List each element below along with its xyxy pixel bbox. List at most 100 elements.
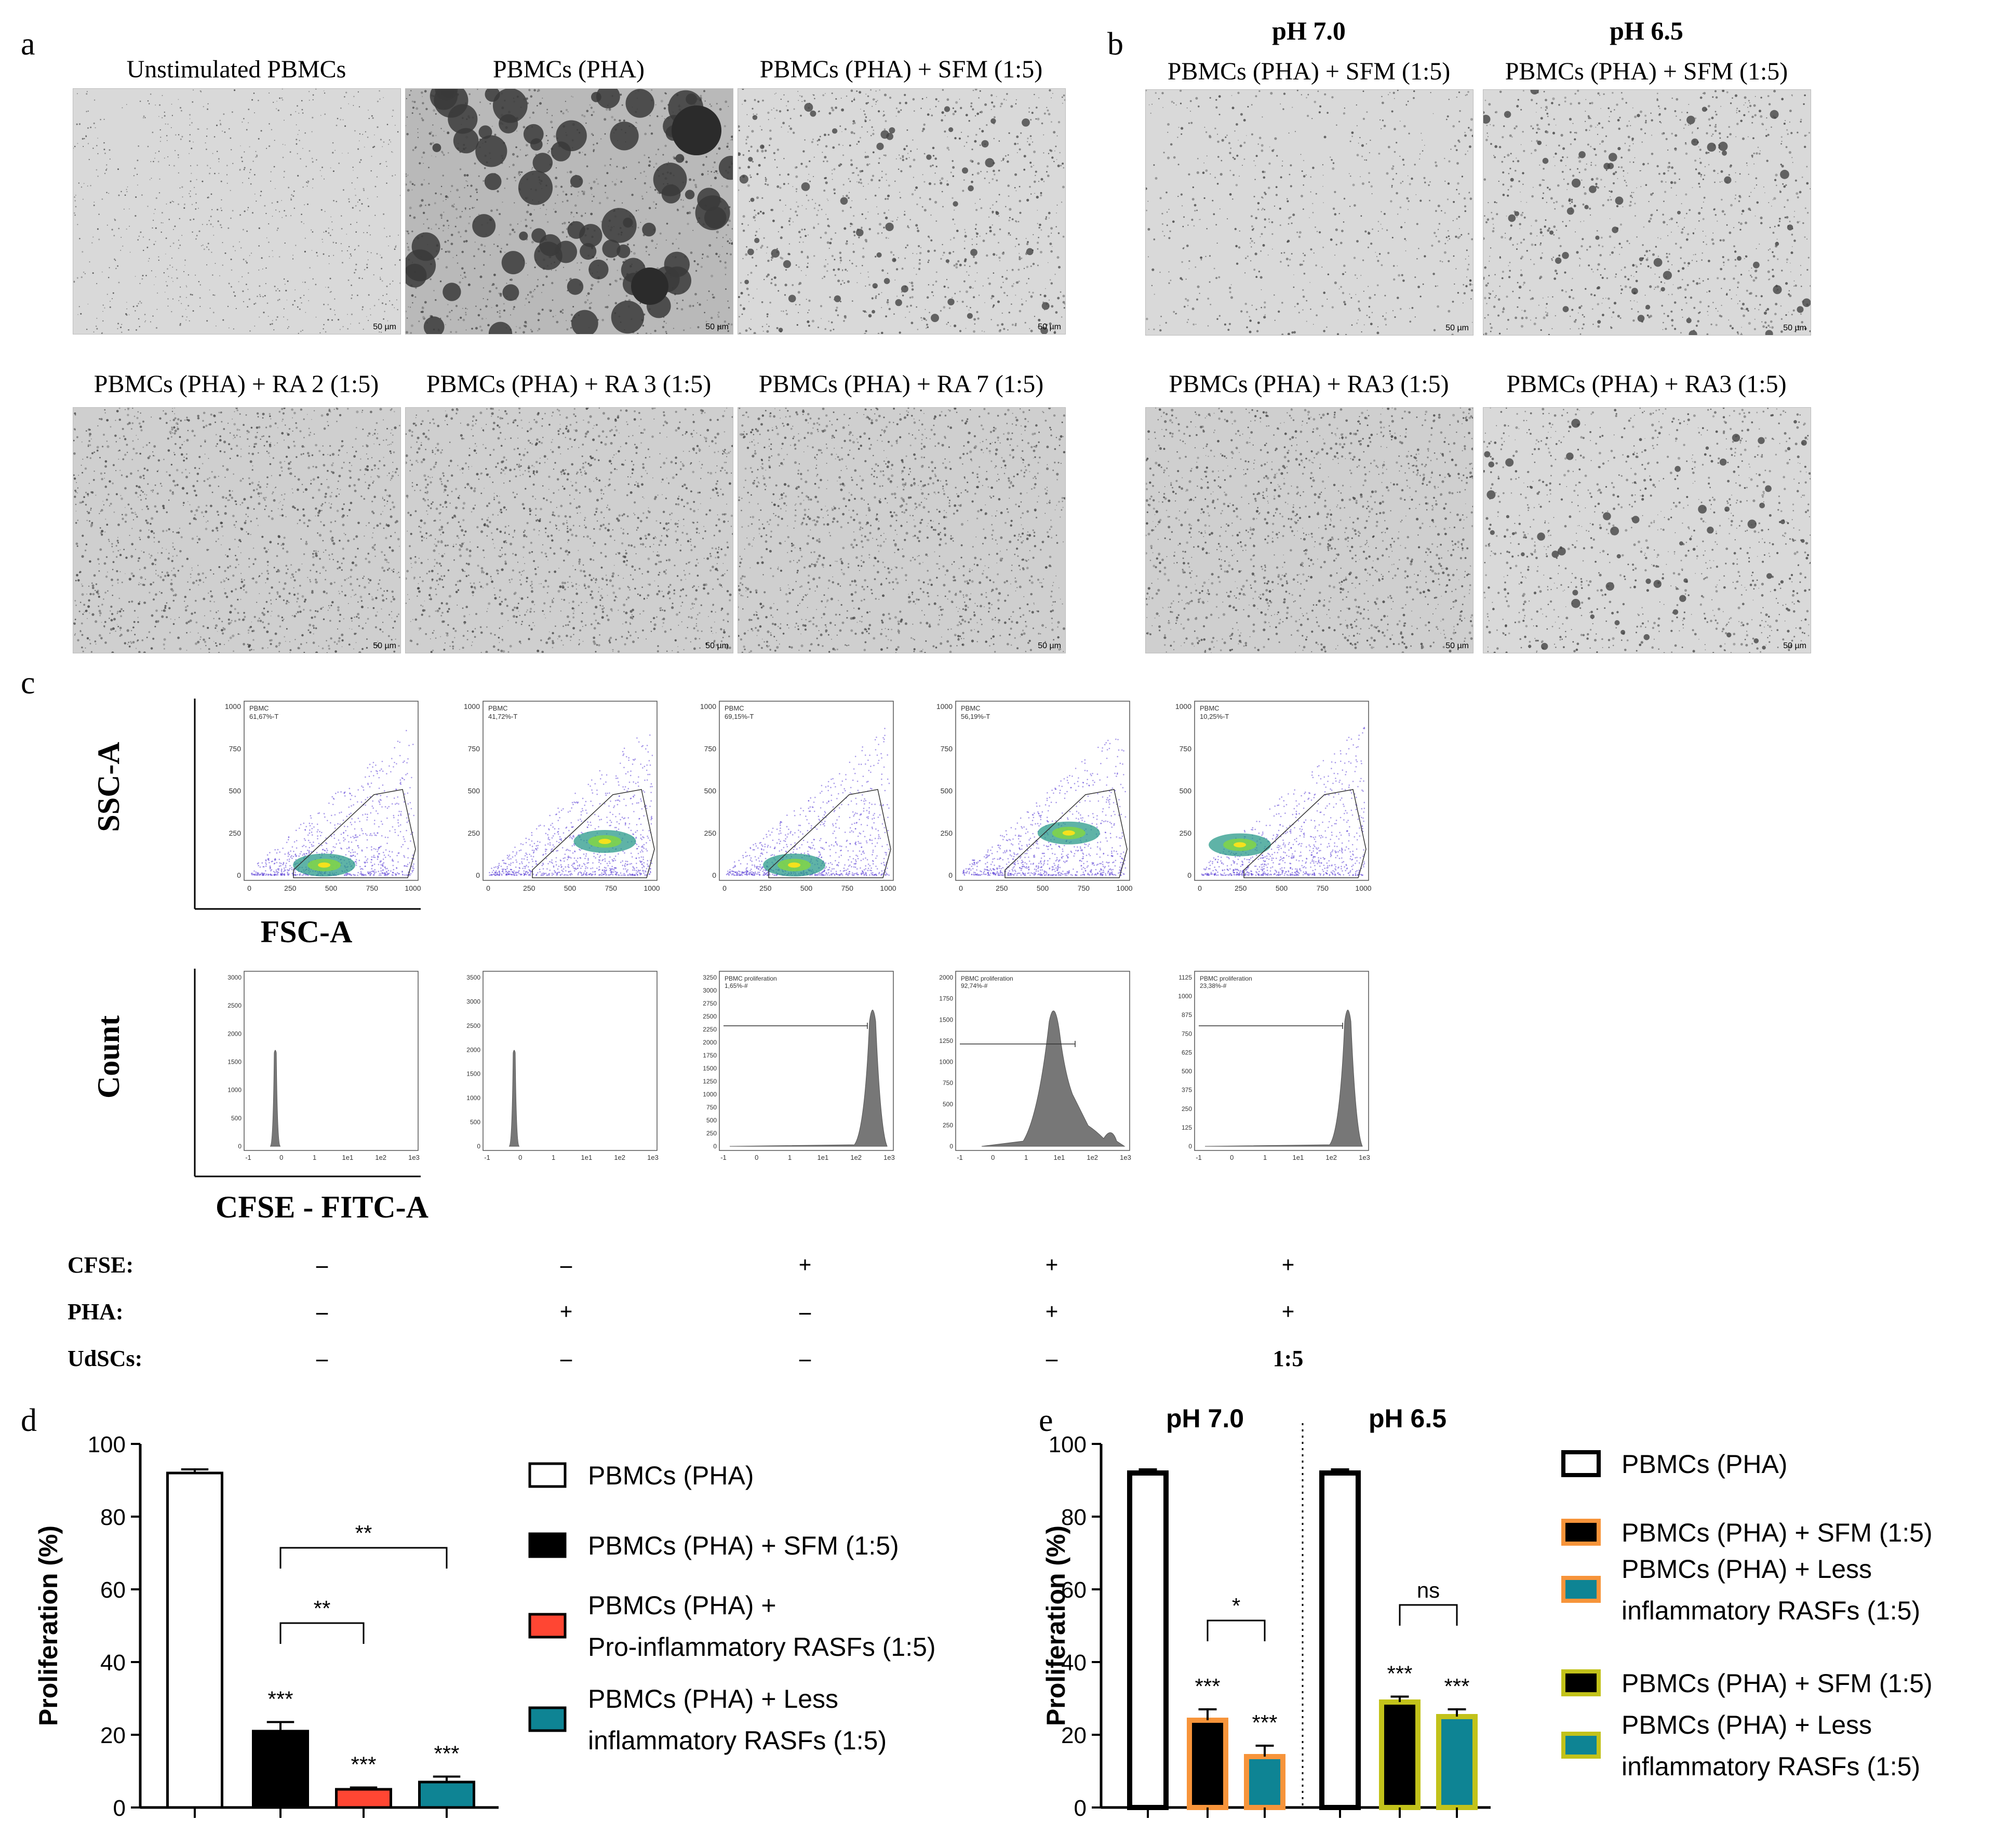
hist-gate-percent: 23,38%-#	[1200, 982, 1227, 989]
hist-gate-percent: 92,74%-#	[961, 982, 988, 989]
bar	[1127, 1470, 1169, 1810]
micrograph-pha: 50 µm	[405, 88, 733, 334]
bar	[1319, 1470, 1361, 1810]
hist-ytick: 0	[949, 1143, 953, 1150]
scatter-ytick: 1000	[936, 702, 953, 711]
hist-ytick: 0	[1188, 1143, 1192, 1150]
micrograph-ph70-ra3: 50 µm	[1145, 407, 1473, 653]
hist-ytick: 500	[943, 1101, 953, 1108]
cond-cell: –	[316, 1299, 328, 1324]
significance-bracket	[279, 1622, 365, 1644]
bar	[335, 1788, 392, 1809]
fsc-axis-label: FSC-A	[260, 915, 353, 949]
caption-b3: PBMCs (PHA) + RA3 (1:5)	[1169, 370, 1449, 398]
histogram-peak	[1204, 1010, 1363, 1147]
chart-e: Proliferation (%)020406080100***********…	[1041, 1404, 1933, 1821]
micrograph-background	[738, 408, 1065, 653]
legend-label: PBMCs (PHA) +	[588, 1591, 776, 1620]
hist-ytick: 2500	[227, 1002, 242, 1009]
cond-cell: +	[1281, 1299, 1295, 1324]
caption-a3: PBMCs (PHA) + SFM (1:5)	[759, 56, 1043, 83]
scatter-frame	[719, 701, 894, 881]
gate-percent: 56,19%-T	[961, 713, 990, 720]
legend-label: PBMCs (PHA)	[1622, 1450, 1787, 1479]
scale-bar: 50 µm	[1038, 641, 1061, 650]
hist-gate-percent: 1,65%-#	[725, 982, 748, 989]
bar	[418, 1780, 475, 1809]
hist-ytick: 2750	[703, 1000, 717, 1007]
scale-bar: 50 µm	[1445, 641, 1469, 650]
scatter-xtick: 0	[1198, 884, 1202, 892]
histogram-plot: 0 125 250 375 500 625 750 875 1000 1125 -1 0 1 1e1 1e2…	[1178, 971, 1370, 1161]
micrograph-texture	[1146, 90, 1473, 335]
legend-label: PBMCs (PHA) + Less	[1622, 1710, 1872, 1739]
significance-label: ***	[1444, 1674, 1469, 1698]
scale-bar: 50 µm	[1783, 324, 1806, 332]
micrograph-texture	[73, 408, 400, 653]
hist-ytick: 0	[713, 1143, 717, 1150]
hist-xtick: 1	[1263, 1154, 1267, 1161]
hist-ytick: 500	[231, 1115, 242, 1122]
bar	[1436, 1714, 1478, 1810]
hist-ytick: 500	[470, 1119, 480, 1126]
density-peak	[788, 862, 801, 868]
ph-group-header: pH 6.5	[1369, 1404, 1446, 1433]
histogram-plot: 0 500 1000 1500 2000 2500 3000 3500 -1 0 1 1e1 1e2 1e…	[466, 971, 659, 1161]
scatter-ytick: 500	[468, 787, 480, 795]
scatter-xtick: 500	[325, 884, 338, 892]
hist-ytick: 2500	[466, 1022, 480, 1029]
caption-a5: PBMCs (PHA) + RA 3 (1:5)	[426, 370, 712, 398]
hist-xtick: 1e3	[408, 1154, 420, 1161]
micrograph-ph65-sfm: 50 µm	[1483, 89, 1811, 336]
row-label-pha: PHA:	[68, 1299, 124, 1324]
hist-xtick: 1e1	[818, 1154, 829, 1161]
scatter-ytick: 750	[1180, 744, 1192, 753]
hist-ytick: 1500	[703, 1065, 717, 1072]
hist-ytick: 1000	[227, 1087, 242, 1094]
hist-xtick: -1	[1196, 1154, 1202, 1161]
hist-ytick: 1000	[703, 1091, 717, 1098]
micrograph-ra7: 50 µm	[738, 407, 1066, 653]
scatter-xtick: 0	[486, 884, 490, 892]
hist-gate-name: PBMC proliferation	[1200, 975, 1252, 982]
scale-bar: 50 µm	[373, 641, 396, 650]
density-peak	[598, 839, 611, 844]
hist-xtick: 1	[1024, 1154, 1028, 1161]
scale-bar: 50 µm	[373, 323, 396, 331]
scale-bar: 50 µm	[1445, 324, 1469, 332]
y-tick-label: 20	[100, 1723, 126, 1748]
hist-xtick: 1	[552, 1154, 555, 1161]
scatter-xtick: 1000	[644, 884, 660, 892]
scatter-xtick: 750	[1078, 884, 1090, 892]
gate-polygon	[1243, 789, 1367, 878]
bar	[1187, 1718, 1228, 1810]
hist-ytick: 500	[706, 1117, 717, 1124]
scatter-xtick: 250	[996, 884, 1008, 892]
legend-label: inflammatory RASFs (1:5)	[588, 1726, 887, 1755]
bracket-label: *	[1232, 1593, 1240, 1618]
hist-ytick: 1500	[466, 1070, 480, 1078]
hist-xtick: 1e1	[1293, 1154, 1304, 1161]
hist-ytick: 2500	[703, 1013, 717, 1020]
cond-cell: 1:5	[1272, 1346, 1304, 1371]
cell-speckles	[73, 408, 400, 653]
y-tick-label: 40	[1061, 1650, 1087, 1676]
micrograph-ra2: 50 µm	[73, 407, 401, 653]
y-tick-label: 80	[1061, 1505, 1087, 1530]
legend-swatch	[528, 1462, 567, 1488]
bar	[166, 1471, 223, 1809]
hist-xtick: 1	[788, 1154, 792, 1161]
hist-ytick: 2000	[939, 974, 953, 981]
cell-speckles	[73, 89, 400, 334]
histogram-peak	[508, 1050, 520, 1147]
scatter-ytick: 0	[237, 871, 241, 879]
caption-b2: PBMCs (PHA) + SFM (1:5)	[1505, 58, 1788, 85]
histogram-plot: 0 250 500 750 1000 1250 1500 1750 2000 2250 2500 27…	[703, 971, 895, 1161]
hist-ytick: 1000	[939, 1059, 953, 1066]
hist-ytick: 250	[943, 1121, 953, 1129]
scatter-ytick: 500	[704, 787, 717, 795]
hist-ytick: 1250	[939, 1037, 953, 1044]
hist-xtick: 1e2	[614, 1154, 625, 1161]
hist-ytick: 2250	[703, 1026, 717, 1033]
